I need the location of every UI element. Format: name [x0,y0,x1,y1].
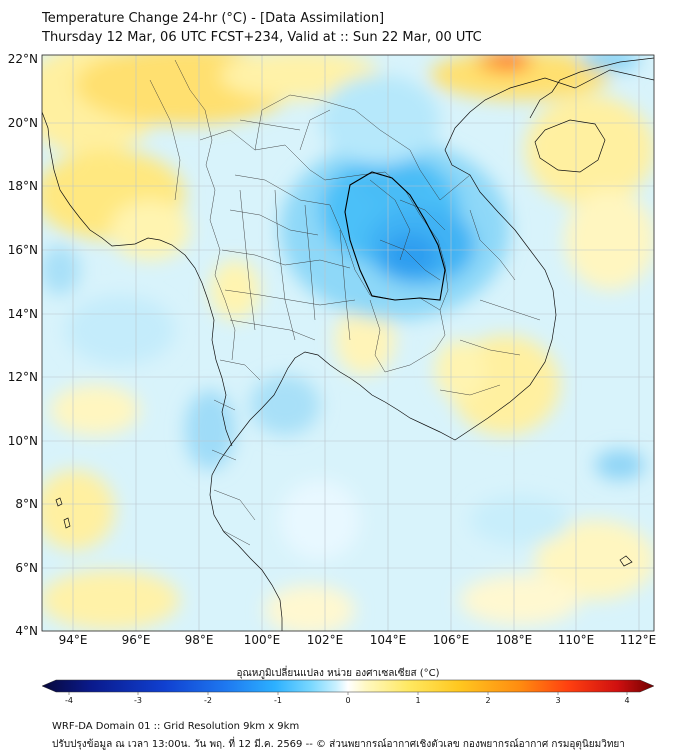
map-frame [41,54,655,632]
lon-label: 108°E [495,633,533,647]
coastlines [42,57,654,631]
colorbar-tick-label: 4 [624,696,630,705]
lon-label: 106°E [432,633,470,647]
colorbar [41,679,655,693]
colorbar-tick-label: -3 [134,696,142,705]
admin-borders [149,59,541,546]
update-credit: ปรับปรุงข้อมูล ณ เวลา 13:00น. วัน พฤ. ที… [52,739,625,750]
map-title: Temperature Change 24-hr (°C) - [Data As… [42,11,385,26]
highlighted-region-border [344,171,446,301]
model-info: WRF-DA Domain 01 :: Grid Resolution 9km … [52,721,300,732]
lat-label: 20°N [7,116,38,130]
temperature-field [42,55,654,631]
lat-label: 4°N [15,624,38,638]
colorbar-tick-label: -1 [274,696,282,705]
lat-label: 10°N [7,434,38,448]
graticule [42,55,654,631]
colorbar-title: อุณหภูมิเปลี่ยนแปลง หน่วย องศาเซลเซียส (… [236,668,440,679]
lat-label: 16°N [7,243,38,257]
lon-label: 112°E [619,633,657,647]
lon-label: 96°E [121,633,151,647]
lon-label: 110°E [557,633,595,647]
lat-label: 18°N [7,179,38,193]
colorbar-tick-label: -4 [65,696,73,705]
colorbar-tick-label: -2 [204,696,212,705]
lat-label: 12°N [7,370,38,384]
lon-label: 104°E [369,633,407,647]
colorbar-tick-label: 1 [415,696,421,705]
colorbar-tick-label: 2 [485,696,491,705]
lon-label: 94°E [58,633,88,647]
lat-label: 8°N [15,497,38,511]
colorbar-ticks [68,692,628,695]
lat-label: 6°N [15,561,38,575]
lat-label: 22°N [7,52,38,66]
lon-label: 98°E [184,633,214,647]
lat-label: 14°N [7,307,38,321]
lon-label: 102°E [306,633,344,647]
colorbar-tick-label: 3 [555,696,561,705]
lon-label: 100°E [243,633,281,647]
map-subtitle: Thursday 12 Mar, 06 UTC FCST+234, Valid … [42,30,482,45]
colorbar-tick-label: 0 [345,696,351,705]
